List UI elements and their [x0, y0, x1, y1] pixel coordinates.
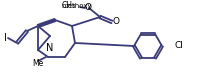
Text: methoxy: methoxy: [62, 3, 92, 9]
Text: CH₃: CH₃: [62, 1, 76, 11]
Text: Cl: Cl: [175, 41, 184, 50]
Text: N: N: [46, 43, 54, 53]
Text: Me: Me: [32, 60, 44, 68]
Text: O: O: [85, 2, 91, 11]
Text: I: I: [4, 33, 7, 43]
Text: O: O: [112, 17, 120, 27]
